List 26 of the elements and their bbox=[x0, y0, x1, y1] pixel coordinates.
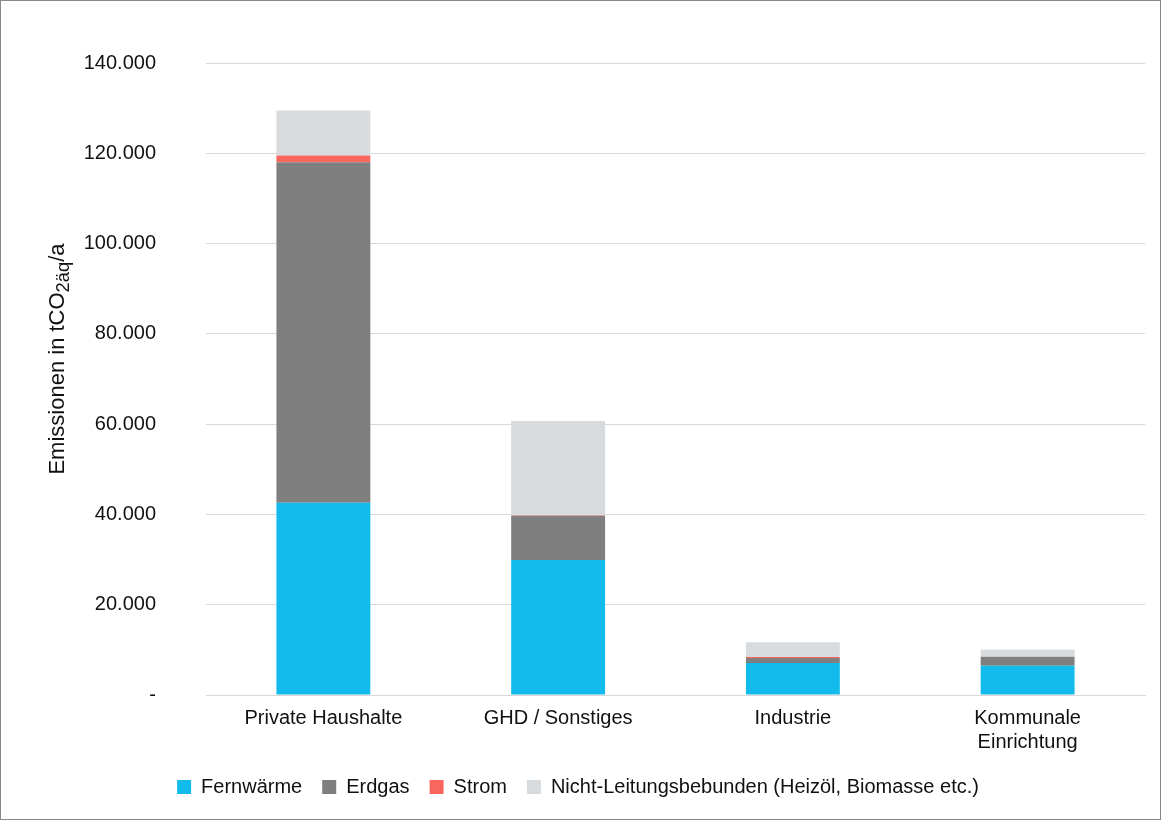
bar bbox=[276, 162, 371, 503]
bar bbox=[980, 656, 1075, 666]
y-tick-label: 120.000 bbox=[83, 140, 156, 163]
bar bbox=[276, 502, 371, 695]
legend-label: Strom bbox=[453, 774, 507, 797]
x-tick-label: Kommunale Einrichtung bbox=[974, 705, 1081, 752]
bar bbox=[980, 649, 1075, 657]
y-tick-label: 100.000 bbox=[83, 231, 156, 254]
bar bbox=[511, 560, 606, 695]
bar bbox=[745, 642, 840, 658]
y-tick-label: 20.000 bbox=[94, 592, 156, 615]
legend-label: Fernwärme bbox=[201, 774, 303, 797]
x-tick-label: GHD / Sonstiges bbox=[483, 705, 633, 728]
y-tick-label: 40.000 bbox=[94, 501, 156, 524]
x-tick-label: Private Haushalte bbox=[244, 705, 403, 728]
y-tick-label: - bbox=[149, 682, 156, 705]
x-tick-label: Industrie bbox=[754, 705, 832, 728]
y-tick-label: 80.000 bbox=[94, 321, 156, 344]
bar bbox=[745, 657, 840, 663]
y-tick-label: 140.000 bbox=[83, 50, 156, 73]
legend-label: Erdgas bbox=[346, 774, 410, 797]
y-tick-label: 60.000 bbox=[94, 411, 156, 434]
legend-label: Nicht-Leitungsbebunden (Heizöl, Biomasse etc.) bbox=[550, 774, 979, 797]
bar bbox=[980, 665, 1075, 695]
bar bbox=[745, 662, 840, 695]
bar bbox=[511, 515, 606, 561]
